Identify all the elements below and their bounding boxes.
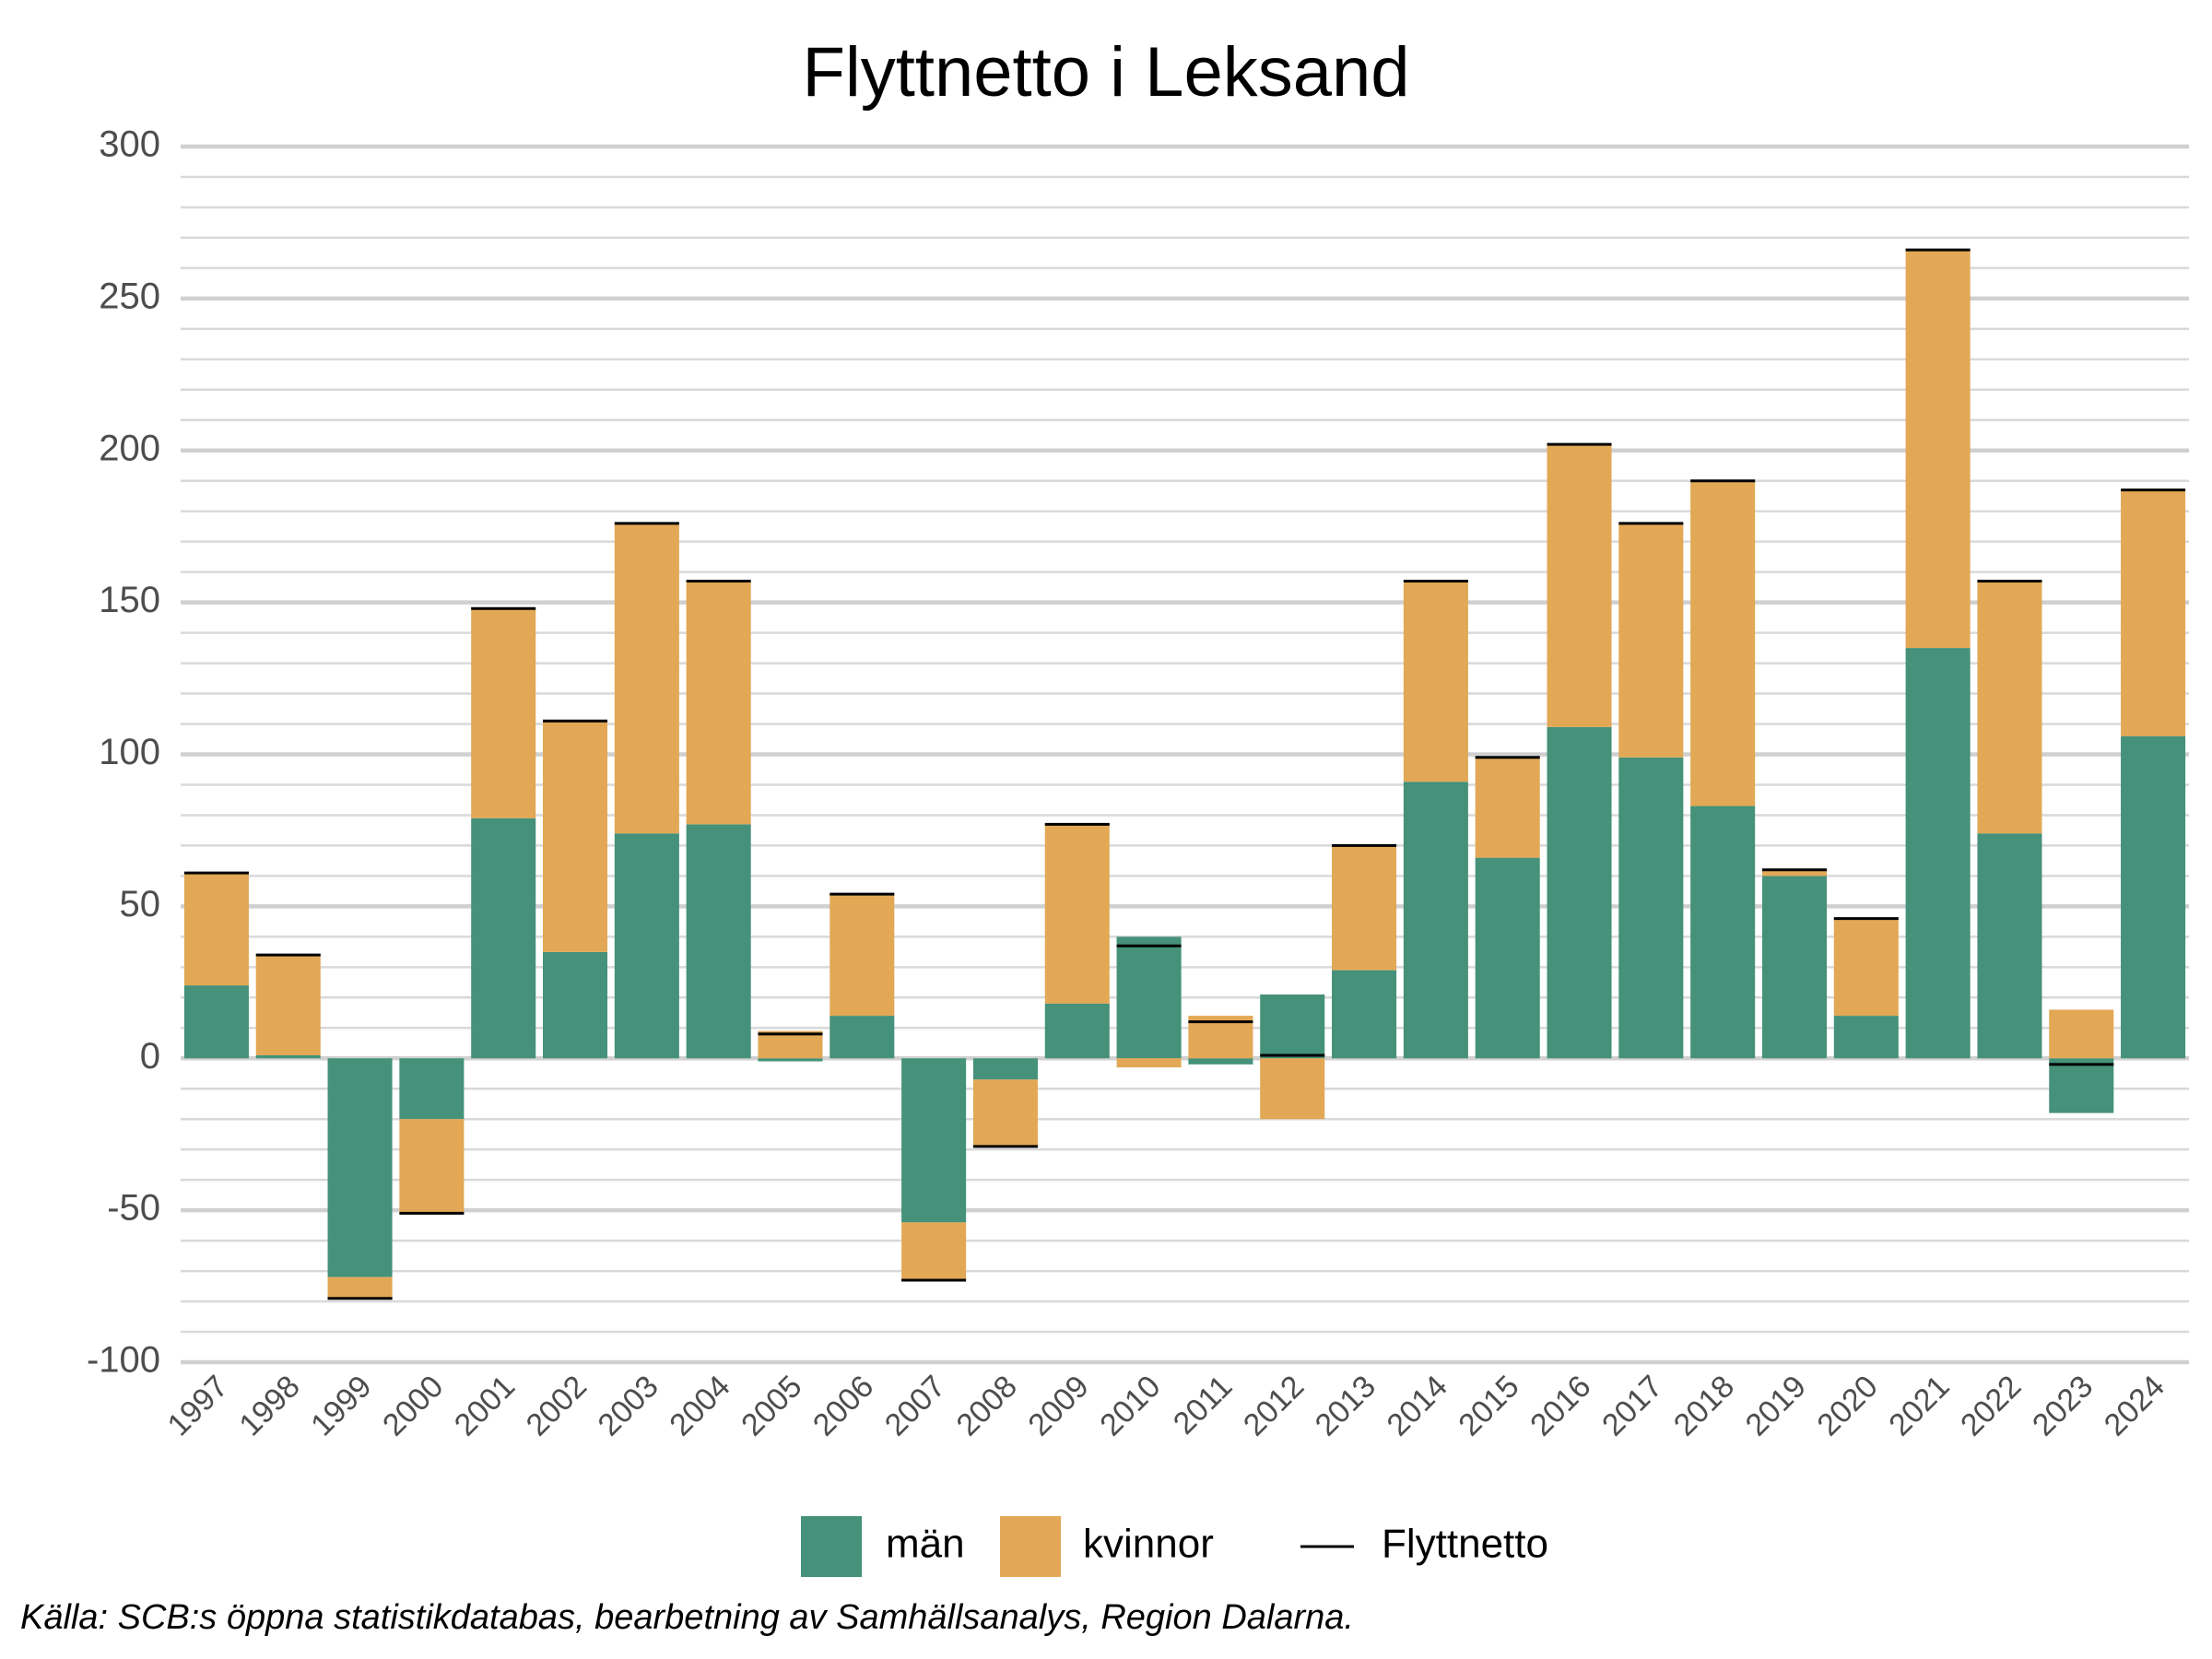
y-tick-label: 150 [99,580,160,620]
bar-segment [1044,1003,1110,1059]
bar-segment [1690,480,1756,806]
y-tick-label: 100 [99,732,160,772]
bar-segment [1833,918,1899,1017]
bar-segment [542,951,608,1059]
bar-segment [1260,1058,1325,1120]
bar-segment [255,955,321,1055]
chart-title: Flyttnetto i Leksand [802,33,1409,112]
bar-segment [2049,1058,2114,1113]
y-tick-label: 0 [140,1036,160,1077]
bar-segment [1618,523,1684,758]
bar-segment [2121,489,2186,736]
bar-segment [471,818,536,1059]
bar-segment [399,1058,465,1120]
bar-segment [542,721,608,952]
bar-segment [1403,782,1468,1059]
legend-swatch [801,1516,862,1577]
bar-segment [1116,936,1182,1059]
bar-segment [901,1222,967,1280]
bar-segment [1116,1058,1182,1068]
bar-segment [2049,1009,2114,1059]
bar-segment [1547,726,1612,1059]
bar-segment [1905,250,1971,649]
bar-segment [1260,994,1325,1059]
bar-segment [1475,857,1540,1059]
bar-segment [1761,869,1828,877]
bar-segment [1690,806,1756,1059]
bar-segment [471,608,536,818]
bar-segment [901,1058,967,1223]
bar-segment [1475,757,1540,858]
legend-label: kvinnor [1083,1522,1214,1567]
bar-segment [830,894,895,1017]
legend-label: Flyttnetto [1382,1522,1548,1567]
y-tick-label: -50 [107,1188,160,1229]
bar-segment [1403,581,1468,782]
bar-segment [1044,824,1110,1004]
bar-segment [1618,757,1684,1059]
bar-segment [614,523,679,834]
bar-segment [255,1054,321,1059]
bar-segment [327,1277,393,1299]
y-tick-label: 200 [99,428,160,468]
bar-segment [758,1030,823,1059]
bar-segment [1188,1058,1253,1065]
bar-segment [758,1058,823,1062]
bar-segment [1332,970,1397,1059]
bar-segment [399,1119,465,1214]
bar-segment [614,833,679,1059]
bar-segment [183,873,249,986]
y-tick-label: 300 [99,124,160,165]
source-note: Källa: SCB:s öppna statistikdatabas, bea… [20,1598,1354,1637]
bar-segment [183,985,249,1059]
bar-segment [1833,1016,1899,1059]
legend-label: män [886,1522,965,1567]
bar-segment [1905,648,1971,1059]
bar-segment [327,1058,393,1277]
bar-segment [2121,735,2186,1059]
bar-segment [1977,581,2042,834]
bar-segment [1547,444,1612,727]
bar-segment [1332,845,1397,971]
legend-swatch [1000,1516,1061,1577]
bar-segment [1761,876,1828,1059]
bar-segment [1977,833,2042,1059]
y-tick-label: 250 [99,276,160,316]
bar-segment [972,1079,1038,1147]
bar-segment [972,1058,1038,1080]
y-tick-label: -100 [87,1340,160,1381]
bar-segment [686,581,751,825]
bar-segment [830,1016,895,1059]
bar-segment [686,824,751,1059]
y-tick-label: 50 [120,884,161,924]
